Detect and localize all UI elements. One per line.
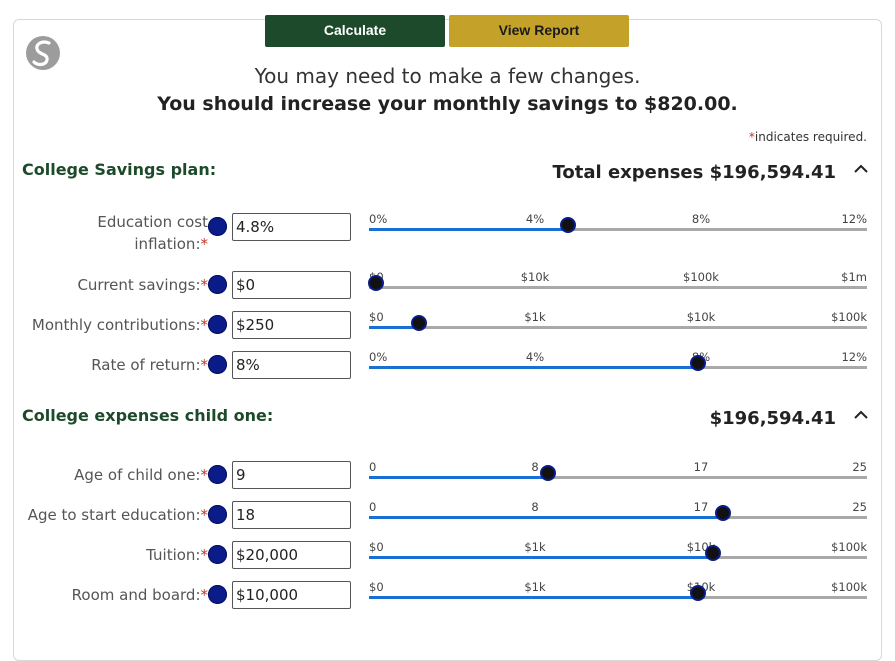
slider-track (369, 326, 867, 329)
slider-tick-label: 12% (841, 350, 867, 364)
slider-tick-label: 0 (369, 460, 377, 474)
slider-tick-label: 4% (525, 212, 545, 226)
required-note: *indicates required. (748, 130, 867, 144)
chevron-up-icon[interactable] (853, 162, 869, 176)
slider-track (369, 476, 867, 479)
slider-tick-label: 25 (852, 500, 867, 514)
slider-thumb[interactable] (704, 545, 721, 561)
slider-tick-label: $0 (369, 580, 384, 594)
child-one-input-1[interactable]: 18 (232, 501, 351, 529)
slider-thumb[interactable] (560, 217, 577, 233)
child-one-input-2[interactable]: $20,000 (232, 541, 351, 569)
slider-tick-label: $1k (524, 580, 546, 594)
savings-plan-label-2: Monthly contributions:* (31, 316, 208, 334)
slider-tick-label: $100k (683, 270, 719, 284)
slider-fill (369, 366, 698, 369)
slider-track (369, 228, 867, 231)
calculator-card (13, 19, 882, 661)
calculate-button[interactable]: Calculate (265, 15, 445, 47)
slider-tick-label: $0 (369, 540, 384, 554)
slider-fill (369, 596, 698, 599)
child-one-title: College expenses child one: (22, 406, 274, 425)
savings-plan-input-2[interactable]: $250 (232, 311, 351, 339)
slider-tick-label: 0% (369, 350, 388, 364)
slider-fill (369, 228, 569, 231)
child-one-label-3: Room and board:* (71, 586, 208, 604)
slider-tick-label: 25 (852, 460, 867, 474)
help-icon[interactable]: ? (208, 585, 227, 604)
chevron-up-icon[interactable] (853, 408, 869, 422)
slider-thumb[interactable] (540, 465, 557, 481)
savings-plan-label-0: Education cost inflation:* (97, 213, 208, 253)
savings-plan-title: College Savings plan: (22, 160, 217, 179)
slider-tick-label: 4% (525, 350, 545, 364)
savings-plan-total: Total expenses $196,594.41 (552, 162, 836, 183)
slider-tick-label: $100k (831, 540, 867, 554)
child-one-slider-0[interactable]: 0 8 17 25 (369, 460, 867, 492)
savings-plan-input-1[interactable]: $0 (232, 271, 351, 299)
slider-thumb[interactable] (368, 275, 384, 291)
slider-fill (369, 556, 713, 559)
child-one-total: $196,594.41 (709, 408, 836, 429)
slider-track (369, 286, 867, 289)
slider-tick-label: $1m (841, 270, 867, 284)
slider-tick-label: $100k (831, 310, 867, 324)
slider-fill (369, 516, 723, 519)
child-one-slider-3[interactable]: $0$1k$10k$100k (369, 580, 867, 612)
slider-tick-label: 12% (841, 212, 867, 226)
site-logo-icon (26, 36, 60, 70)
help-icon[interactable]: ? (208, 355, 227, 374)
savings-plan-slider-1[interactable]: $0$10k$100k$1m (368, 270, 867, 302)
slider-thumb[interactable] (689, 355, 706, 371)
slider-tick-label: 0% (369, 212, 388, 226)
slider-tick-label: 8 (531, 500, 539, 514)
help-icon[interactable]: ? (208, 315, 227, 334)
child-one-label-1: Age to start education:* (27, 506, 208, 524)
savings-plan-label-3: Rate of return:* (91, 356, 208, 374)
slider-fill (369, 476, 549, 479)
savings-plan-slider-3[interactable]: 0%4%8%12% (369, 350, 867, 382)
slider-tick-label: $10k (520, 270, 550, 284)
slider-thumb[interactable] (410, 315, 427, 331)
savings-plan-slider-2[interactable]: $0 $1k $10k $100k (369, 310, 867, 342)
child-one-label-2: Tuition:* (146, 546, 208, 564)
slider-tick-label: 0 (369, 500, 377, 514)
slider-tick-label: 17 (693, 460, 709, 474)
slider-tick-label: $1k (524, 540, 546, 554)
savings-plan-input-3[interactable]: 8% (232, 351, 351, 379)
help-icon[interactable]: ? (208, 217, 227, 236)
child-one-input-0[interactable]: 9 (232, 461, 351, 489)
recommendation-message: You should increase your monthly savings… (157, 93, 738, 115)
slider-tick-label: 8 (531, 460, 539, 474)
slider-thumb[interactable] (714, 505, 731, 521)
slider-tick-label: $1k (524, 310, 546, 324)
savings-plan-label-1: Current savings:* (77, 276, 208, 294)
help-icon[interactable]: ? (208, 465, 227, 484)
slider-tick-label: $10k (686, 310, 716, 324)
savings-plan-input-0[interactable]: 4.8% (232, 213, 351, 241)
slider-tick-label: $0 (369, 310, 384, 324)
child-one-label-0: Age of child one:* (74, 466, 208, 484)
slider-thumb[interactable] (689, 585, 706, 601)
help-icon[interactable]: ? (208, 505, 227, 524)
child-one-input-3[interactable]: $10,000 (232, 581, 351, 609)
help-icon[interactable]: ? (208, 275, 227, 294)
child-one-slider-2[interactable]: $0 $1k $10k $100k (369, 540, 867, 572)
savings-plan-slider-0[interactable]: 0% 4% 8% 12% (369, 212, 867, 244)
child-one-slider-1[interactable]: 0 8 17 25 (369, 500, 867, 532)
view-report-button[interactable]: View Report (449, 15, 629, 47)
slider-fill (369, 326, 419, 329)
slider-tick-label: 8% (691, 212, 711, 226)
slider-tick-label: $100k (831, 580, 867, 594)
slider-tick-label: 17 (693, 500, 709, 514)
status-message: You may need to make a few changes. (254, 64, 641, 88)
help-icon[interactable]: ? (208, 545, 227, 564)
